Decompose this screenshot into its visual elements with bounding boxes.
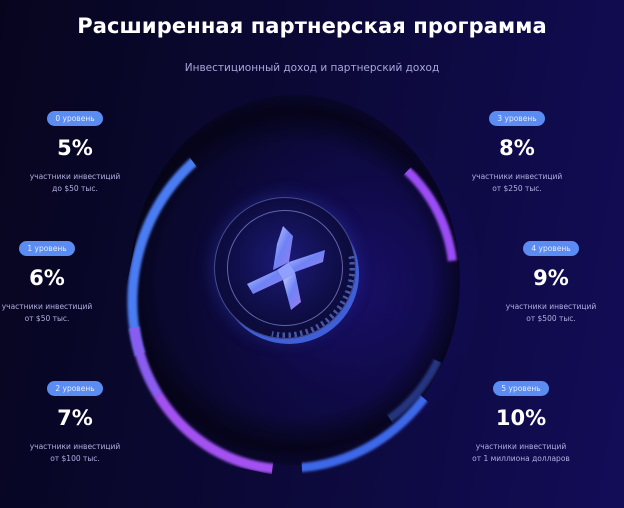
tier-badge: 3 уровень	[489, 111, 545, 126]
page-subtitle: Инвестиционный доход и партнерский доход	[184, 62, 440, 74]
tier-desc-line1: участники инвестиций	[505, 302, 597, 311]
tier-percent: 10%	[495, 406, 547, 430]
central-graphic	[110, 85, 510, 508]
tier-level-1: 1 уровень 6% участники инвестиций от $50…	[0, 236, 122, 325]
tier-desc-line1: участники инвестиций	[475, 442, 567, 451]
tier-level-2: 2 уровень 7% участники инвестиций от $10…	[0, 376, 150, 465]
tier-percent: 7%	[57, 406, 93, 430]
tier-badge: 2 уровень	[47, 381, 103, 396]
tier-desc-line1: участники инвестиций	[471, 172, 563, 181]
tier-level-3: 3 уровень 8% участники инвестиций от $25…	[442, 106, 592, 195]
tier-desc-line1: участники инвестиций	[29, 172, 121, 181]
x-logo-icon	[247, 226, 325, 310]
tier-desc-line1: участники инвестиций	[29, 442, 121, 451]
tier-badge: 1 уровень	[19, 241, 75, 256]
tier-desc-line2: от $50 тыс.	[24, 314, 70, 323]
x-coin-logo	[214, 197, 356, 339]
tier-desc-line2: до $50 тыс.	[52, 184, 98, 193]
tier-level-4: 4 уровень 9% участники инвестиций от $50…	[476, 236, 624, 325]
tier-level-5: 5 уровень 10% участники инвестиций от 1 …	[446, 376, 596, 465]
tier-level-0: 0 уровень 5% участники инвестиций до $50…	[0, 106, 150, 195]
tier-badge: 4 уровень	[523, 241, 579, 256]
tier-desc-line2: от $250 тыс.	[492, 184, 542, 193]
tier-percent: 8%	[499, 136, 535, 160]
tier-desc-line2: от 1 миллиона долларов	[472, 454, 570, 463]
tier-desc-line2: от $100 тыс.	[50, 454, 100, 463]
coin-inner-ring	[227, 210, 343, 326]
tier-percent: 6%	[29, 266, 65, 290]
tier-percent: 5%	[57, 136, 93, 160]
tier-percent: 9%	[533, 266, 569, 290]
page-title: Расширенная партнерская программа	[77, 14, 547, 38]
tier-badge: 5 уровень	[493, 381, 549, 396]
tier-desc-line2: от $500 тыс.	[526, 314, 576, 323]
tier-desc-line1: участники инвестиций	[1, 302, 93, 311]
tier-badge: 0 уровень	[47, 111, 103, 126]
